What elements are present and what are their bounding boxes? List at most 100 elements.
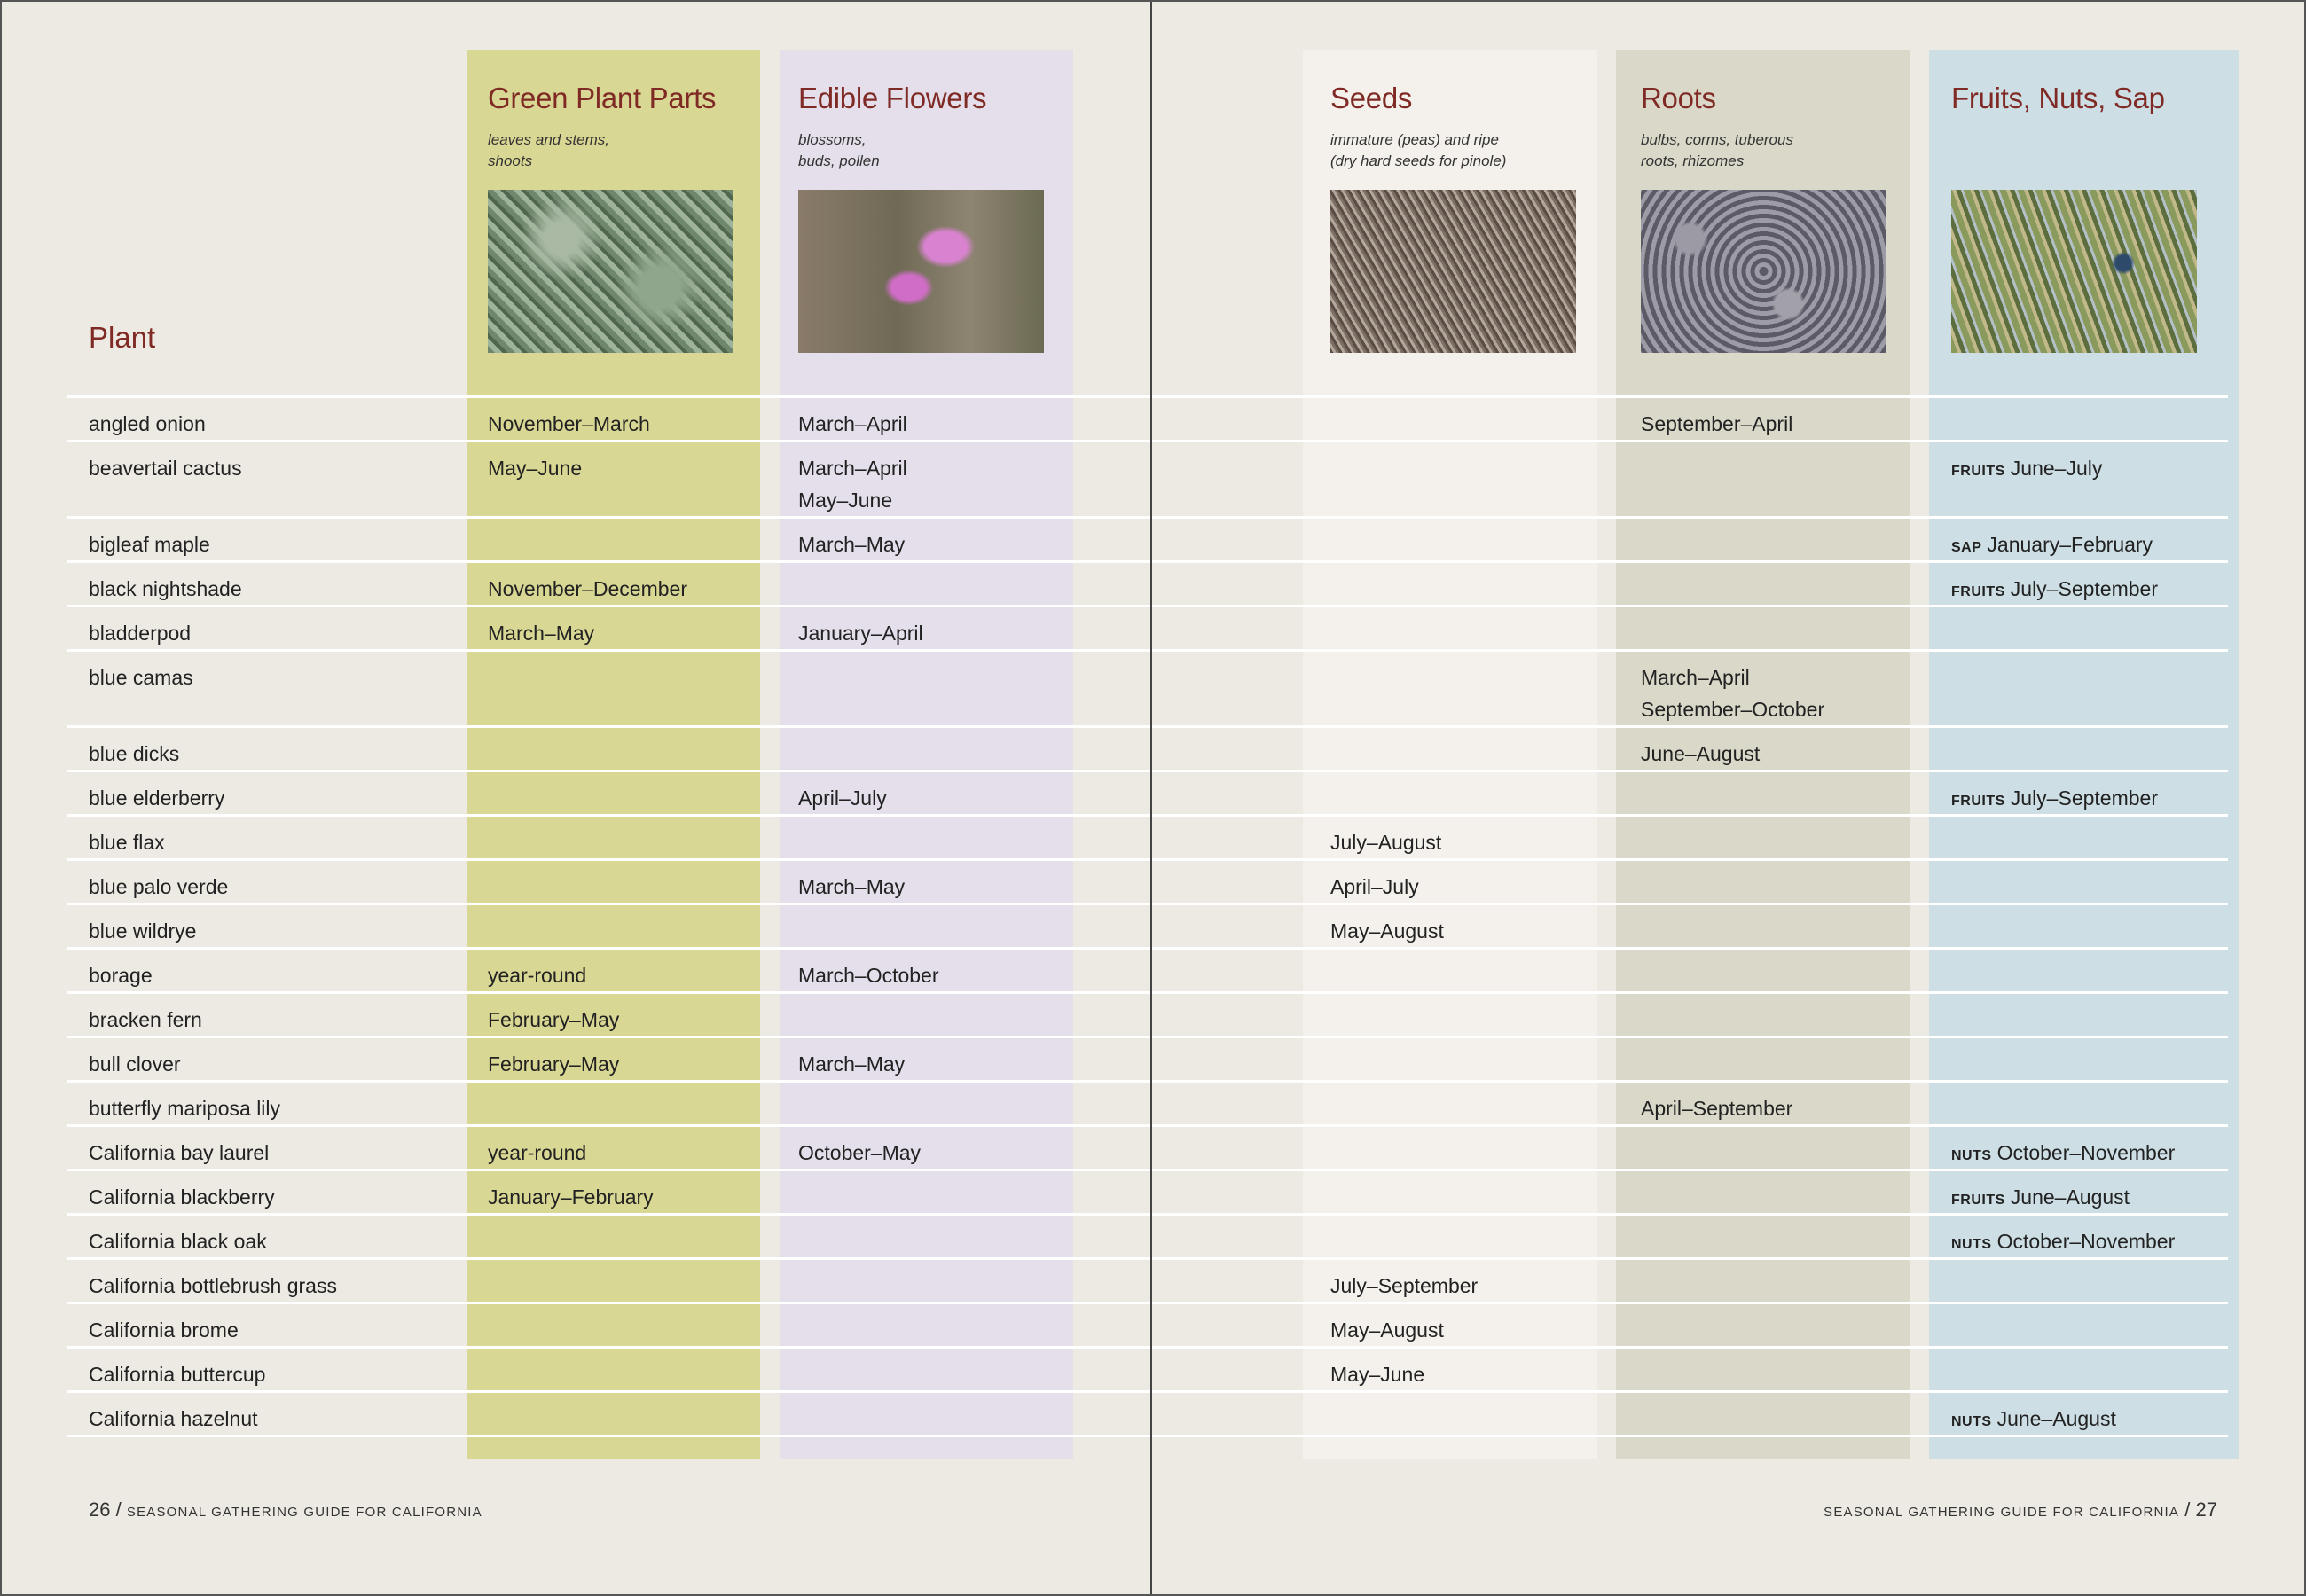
table-row: bull clover February–May March–May <box>67 1038 2228 1083</box>
plant-name: California black oak <box>89 1230 267 1253</box>
season-roots: September–April <box>1641 412 1793 435</box>
season-seeds: July–August <box>1330 831 1442 854</box>
table-row: bigleaf maple March–May SAP January–Februar… <box>67 519 2228 563</box>
plant-name: bracken fern <box>89 1008 202 1031</box>
page-number: 26 <box>89 1498 111 1521</box>
table-row: blue dicks June–August <box>67 728 2228 772</box>
table-row: blue palo verde March–May April–July <box>67 861 2228 905</box>
plant-name: California buttercup <box>89 1363 266 1386</box>
plant-table: angled onion November–March March–April Sep… <box>67 398 2228 1437</box>
footer-left: 26 / Seasonal Gathering Guide for Califo… <box>89 1498 482 1521</box>
plant-name: bladderpod <box>89 622 192 645</box>
season-flowers: March–May <box>798 875 906 898</box>
table-row: California buttercup May–June <box>67 1349 2228 1393</box>
plant-name: California brome <box>89 1318 239 1342</box>
season-seeds: May–June <box>1330 1363 1425 1386</box>
category-header: Fruits, Nuts, Sap <box>1951 82 2217 172</box>
fruit-type-label: FRUITS <box>1951 1193 2005 1208</box>
pink-flower-photo <box>798 190 1044 353</box>
season-fruit: FRUITS June–July <box>1951 457 2103 480</box>
fruit-type-label: NUTS <box>1951 1148 1992 1163</box>
season-roots: June–August <box>1641 742 1761 765</box>
book-spine <box>1150 0 1152 1596</box>
table-row: blue wildrye May–August <box>67 905 2228 950</box>
table-row: borage year-round March–October <box>67 950 2228 994</box>
table-row: California hazelnut NUTS June–August <box>67 1393 2228 1437</box>
season-flowers: March–October <box>798 964 939 987</box>
category-title: Seeds <box>1330 82 1413 114</box>
season-green: year-round <box>488 964 587 987</box>
table-row: bracken fern February–May <box>67 994 2228 1038</box>
plant-name: blue flax <box>89 831 165 854</box>
season-fruit: NUTS October–November <box>1951 1230 2176 1253</box>
season-fruit: FRUITS June–August <box>1951 1185 2130 1209</box>
fruit-type-label: NUTS <box>1951 1414 1992 1429</box>
season-flowers: March–April <box>798 412 907 435</box>
category-subtitle: leaves and stems, shoots <box>488 131 610 169</box>
green-leaves-photo <box>488 190 733 353</box>
roots-bulbs-photo <box>1641 190 1886 353</box>
fruit-type-label: NUTS <box>1951 1237 1992 1252</box>
fruit-type-label: FRUITS <box>1951 464 2005 479</box>
category-title: Roots <box>1641 82 1716 114</box>
category-header: Green Plant Parts leaves and stems, shoots <box>488 82 754 172</box>
table-row: beavertail cactus May–June March–April May–… <box>67 442 2228 519</box>
plant-name: blue elderberry <box>89 786 225 810</box>
category-header: Edible Flowers blossoms, buds, pollen <box>798 82 1064 172</box>
table-row: angled onion November–March March–April Sep… <box>67 398 2228 442</box>
season-flowers: April–July <box>798 786 887 810</box>
category-subtitle <box>1951 129 2217 172</box>
plant-name: black nightshade <box>89 577 242 600</box>
table-row: bladderpod March–May January–April <box>67 607 2228 652</box>
table-row: blue elderberry April–July FRUITS July–Sept… <box>67 772 2228 817</box>
season-green: May–June <box>488 457 583 480</box>
category-title: Green Plant Parts <box>488 82 717 114</box>
season-roots: April–September <box>1641 1097 1793 1120</box>
plant-name: California bay laurel <box>89 1141 270 1164</box>
fruit-type-label: FRUITS <box>1951 584 2005 599</box>
plant-name: butterfly mariposa lily <box>89 1097 281 1120</box>
plant-name: California hazelnut <box>89 1407 258 1430</box>
season-fruit: FRUITS July–September <box>1951 577 2158 600</box>
plant-name: blue camas <box>89 666 193 689</box>
plant-name: bull clover <box>89 1052 181 1076</box>
plant-column-header: Plant <box>89 321 156 354</box>
plant-name: beavertail cactus <box>89 457 242 480</box>
season-seeds: July–September <box>1330 1274 1479 1297</box>
season-green: November–March <box>488 412 650 435</box>
plant-name: California bottlebrush grass <box>89 1274 337 1297</box>
table-row: blue flax July–August <box>67 817 2228 861</box>
running-title: Seasonal Gathering Guide for California <box>1824 1505 2180 1520</box>
season-green: January–February <box>488 1185 654 1209</box>
fruit-type-label: FRUITS <box>1951 794 2005 809</box>
footer-right: Seasonal Gathering Guide for California … <box>1824 1498 2217 1521</box>
category-title: Fruits, Nuts, Sap <box>1951 82 2165 114</box>
season-fruit: SAP January–February <box>1951 533 2153 556</box>
season-green: March–May <box>488 622 595 645</box>
page-number: 27 <box>2195 1498 2217 1521</box>
season-fruit: FRUITS July–September <box>1951 786 2158 810</box>
season-seeds: April–July <box>1330 875 1419 898</box>
season-green: February–May <box>488 1008 620 1031</box>
category-header: Seeds immature (peas) and ripe (dry hard s… <box>1330 82 1596 172</box>
category-title: Edible Flowers <box>798 82 987 114</box>
fruit-type-label: SAP <box>1951 540 1982 555</box>
category-subtitle: immature (peas) and ripe (dry hard seeds … <box>1330 131 1507 169</box>
plant-name: California blackberry <box>89 1185 275 1209</box>
season-fruit: NUTS June–August <box>1951 1407 2116 1430</box>
season-fruit: NUTS October–November <box>1951 1141 2176 1164</box>
header-divider <box>67 395 2228 398</box>
table-row: blue camas March–April September–October <box>67 652 2228 728</box>
table-row: California bay laurel year-round October–M… <box>67 1127 2228 1171</box>
season-flowers: January–April <box>798 622 923 645</box>
season-flowers: March–April May–June <box>798 457 907 512</box>
plant-name: bigleaf maple <box>89 533 210 556</box>
fruits-photo <box>1951 190 2197 353</box>
category-header: Roots bulbs, corms, tuberous roots, rhizom… <box>1641 82 1907 172</box>
seeds-photo <box>1330 190 1576 353</box>
season-flowers: March–May <box>798 533 906 556</box>
plant-name: blue wildrye <box>89 919 197 943</box>
table-row: black nightshade November–December FRUITS J… <box>67 563 2228 607</box>
plant-name: angled onion <box>89 412 206 435</box>
season-roots: March–April September–October <box>1641 666 1825 721</box>
